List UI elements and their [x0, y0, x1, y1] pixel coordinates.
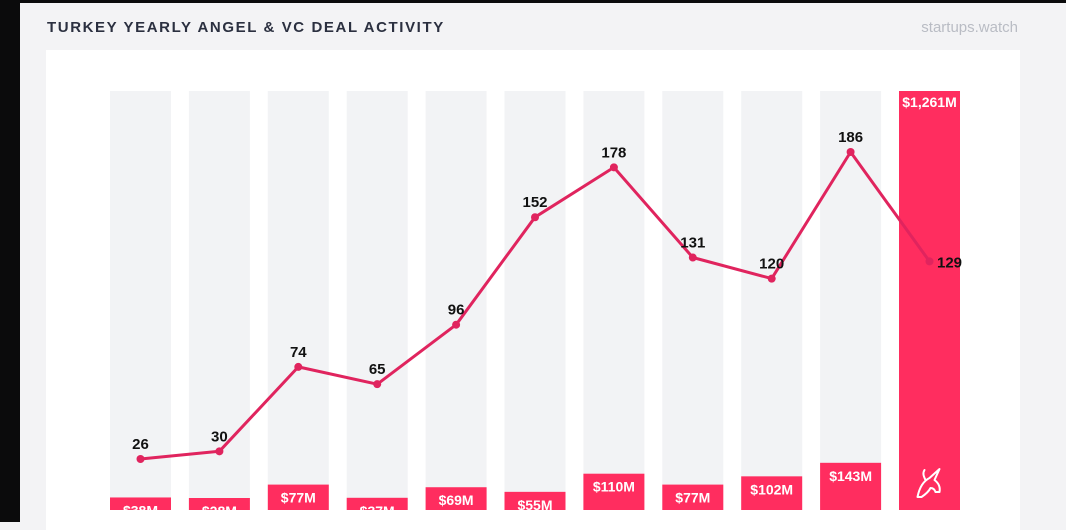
bar: [820, 462, 882, 510]
line-point: [688, 253, 697, 262]
line-value-label: 120: [759, 256, 784, 273]
line-value-label: 178: [601, 144, 626, 161]
chart-title: TURKEY YEARLY ANGEL & VC DEAL ACTIVITY: [47, 19, 445, 36]
bar: [346, 497, 408, 510]
line-value-label: 30: [211, 428, 228, 445]
line-point: [767, 274, 776, 283]
bar-value-label: $77M: [281, 490, 316, 506]
bar-value-label: $55M: [517, 497, 552, 513]
line-value-label: 152: [522, 194, 547, 211]
bar-value-label: $110M: [593, 479, 635, 495]
bar-value-label: $1,261M: [902, 94, 956, 110]
line-point: [609, 163, 618, 172]
bar-track: [820, 91, 882, 510]
bar-track: [267, 91, 329, 510]
bar: [741, 476, 803, 510]
line-value-label: 26: [132, 436, 149, 453]
bar: [899, 91, 960, 510]
line-point: [531, 213, 539, 222]
window-frame-left: [0, 0, 20, 522]
line-point: [136, 455, 145, 463]
bar-track: [346, 91, 408, 510]
line-value-label: 131: [680, 235, 705, 252]
bar-track: [662, 91, 724, 510]
line-point: [373, 380, 382, 389]
line-point: [215, 447, 224, 456]
line-point: [925, 257, 934, 266]
line-value-label: 186: [838, 129, 863, 146]
bar-value-label: $38M: [123, 502, 158, 518]
line-value-label: 129: [937, 254, 962, 271]
unicorn-icon: [916, 468, 941, 498]
bar: [267, 484, 329, 510]
line-point: [294, 362, 303, 371]
bar: [504, 491, 566, 510]
bar: [662, 484, 724, 510]
bar-track: [188, 91, 250, 510]
bar-value-label: $143M: [829, 468, 872, 484]
bar-value-label: $69M: [439, 492, 474, 508]
line-value-label: 96: [448, 302, 465, 319]
bar-value-label: $77M: [675, 490, 710, 506]
bar: [110, 497, 171, 510]
line-value-label: 74: [290, 344, 307, 361]
line-value-label: 65: [369, 361, 386, 378]
bar-track: [741, 91, 803, 510]
bar-value-label: $28M: [202, 503, 237, 519]
brand-logo: startups.watch: [921, 19, 1018, 36]
bar-track: [425, 91, 487, 510]
bar-track: [110, 91, 171, 510]
bar-track: [583, 91, 645, 510]
bar-value-label: $37M: [360, 503, 395, 519]
bar: [583, 473, 645, 510]
bar-track: [504, 91, 566, 510]
bar: [188, 498, 250, 510]
bar-value-label: $102M: [750, 481, 793, 497]
line-point: [452, 320, 461, 329]
line-point: [846, 148, 855, 156]
window-frame-top: [0, 0, 1066, 3]
bar: [425, 487, 487, 510]
